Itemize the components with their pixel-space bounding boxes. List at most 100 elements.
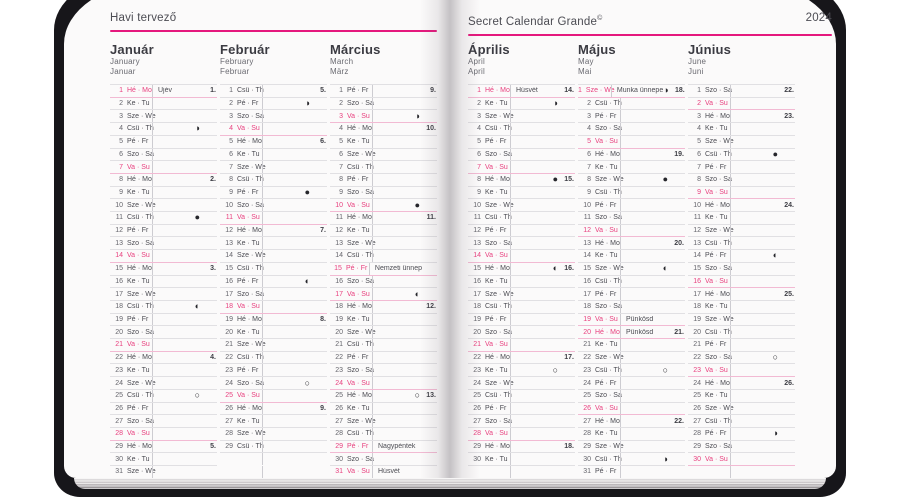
month-name-hu: Május [578,42,616,57]
day-row: 24 Pé · Fr [578,377,685,390]
day-row: 4 Csü · Th [468,123,575,136]
day-abbrev: Sze · We [237,341,266,349]
day-row: 17 Hé · Mo 25. [688,288,795,301]
day-row: 22 Szo · Sa ○ [688,351,795,365]
month-name-en: January [110,57,140,66]
day-notes: ● [262,186,327,199]
day-abbrev: Csü · Th [485,214,512,222]
day-abbrev: Ke · Tu [705,303,728,311]
day-abbrev: Sze · We [347,417,376,425]
day-number: 13 [473,239,481,247]
day-abbrev: Sze · We [127,379,156,387]
day-notes [372,339,437,351]
day-notes [620,389,685,402]
day-notes [730,135,795,148]
week-number: 11. [426,214,436,222]
day-notes: 5. [152,440,217,453]
day-abbrev: Hé · Mo [127,87,152,95]
day-row: 6 Sze · We [330,148,437,162]
day-row: 14 Csü · Th [330,250,437,263]
day-abbrev: Pé · Fr [485,316,507,323]
day-row: 2 Pé · Fr ◑ [220,97,327,111]
day-row: 24 Hé · Mo 26. [688,377,795,390]
day-notes: ● [152,212,217,224]
day-row: 14 Va · Su [468,250,575,263]
day-abbrev: Va · Su [485,163,508,171]
day-notes [262,123,327,135]
day-number: 19 [693,316,701,323]
day-number: 10 [473,201,481,209]
day-row: 18 Csü · Th ◐ [110,300,217,314]
day-abbrev: Szo · Sa [347,188,374,196]
day-notes: ● 15. [510,173,575,186]
day-number: 18 [225,303,233,311]
day-abbrev: Csü · Th [237,354,264,362]
day-notes [620,466,685,478]
day-abbrev: Sze · We [485,379,514,387]
month-march: Március March März 1 Pé · Fr 9. 2 Szo · Sa 3 Va ·… [330,42,437,479]
day-abbrev: Pé · Fr [705,163,727,171]
day-notes [620,212,685,224]
week-number: 6. [320,138,326,146]
left-months-container: Január January Januar 1 Hé · Mo Újév 1. 2 Ke · T… [110,42,437,479]
day-row: 8 Hé · Mo 2. [110,173,217,187]
day-notes [152,237,217,250]
day-abbrev: Hé · Mo [347,392,372,400]
day-abbrev: Ke · Tu [595,252,618,260]
day-row: 24 Va · Su [330,377,437,390]
holiday-label: Nemzeti ünnep [374,265,422,273]
day-notes [510,186,575,199]
day-number: 29 [115,443,123,451]
last-quarter-moon-icon: ◑ [663,85,669,96]
day-abbrev: Sze · We [127,201,156,209]
day-row: 28 Va · Su [110,427,217,441]
week-number: 21. [674,328,684,336]
day-abbrev: Pé · Fr [595,112,617,120]
day-abbrev: Sze · We [595,265,624,273]
day-notes [372,173,437,186]
day-abbrev: Sze · We [595,176,624,184]
day-notes [510,313,575,326]
day-abbrev: Pé · Fr [347,354,369,362]
day-row: 15 Sze · We ◐ [578,262,685,276]
day-notes [152,199,217,212]
day-row: 6 Szo · Sa [468,148,575,162]
day-notes [730,402,795,415]
day-row: 29 Hé · Mo 18. [468,440,575,454]
day-number: 27 [335,417,343,425]
day-abbrev: Pé · Fr [485,404,507,412]
day-number: 11 [693,214,701,222]
day-number: 21 [115,341,123,349]
day-notes [510,326,575,339]
last-quarter-moon-icon: ◑ [194,123,200,134]
day-notes: Újév 1. [152,85,217,97]
day-notes: 9. [262,402,327,415]
day-row: 26 Pé · Fr [468,402,575,416]
week-number: 22. [784,87,794,95]
day-notes: ○ [730,351,795,364]
day-row: 23 Szo · Sa [330,364,437,378]
full-moon-icon: ○ [194,390,200,401]
day-number: 27 [225,417,233,425]
day-number: 5 [119,138,123,146]
day-number: 13 [115,239,123,247]
day-row: 29 Csü · Th [220,440,327,454]
month-name-en: April [468,57,486,66]
day-abbrev: Va · Su [347,379,370,387]
day-row: 4 Szo · Sa [578,123,685,136]
day-abbrev: Szo · Sa [237,112,264,120]
day-row: 20 Ke · Tu [220,326,327,340]
day-row: 11 Va · Su [220,212,327,225]
day-notes [620,199,685,212]
week-number: 17. [564,354,574,362]
day-notes: 20. [620,237,685,250]
day-row: 26 Sze · We [688,402,795,416]
day-notes [620,110,685,123]
day-notes [510,427,575,440]
day-number: 24 [473,379,481,387]
day-number: 20 [335,328,343,336]
day-number: 18 [115,303,123,311]
day-abbrev: Hé · Mo [485,265,510,273]
day-number: 17 [115,290,123,298]
new-moon-icon: ● [552,174,558,185]
